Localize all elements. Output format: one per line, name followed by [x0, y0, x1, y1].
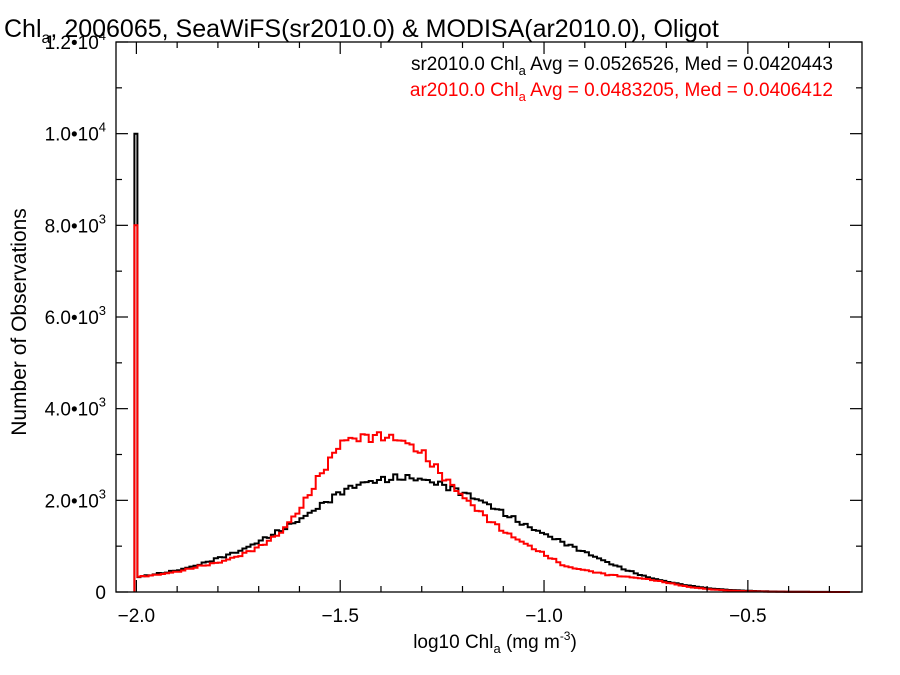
y-tick-label: 1.2•104 [45, 28, 106, 54]
y-tick-label: 0 [95, 583, 106, 604]
x-tick-label: −1.0 [525, 606, 563, 627]
series-line-ar2010.0 [133, 224, 850, 593]
x-tick-label: −2.0 [118, 606, 156, 627]
axes: −2.0 −1.5 −1.0 −0.5 0 2.0•103 4.0•103 6.0•103 8.… [45, 28, 863, 627]
series-line-sr2010.0 [133, 132, 850, 593]
legend-annotations: sr2010.0 Chla Avg = 0.0526526, Med = 0.0… [410, 54, 833, 104]
y-tick-label: 8.0•103 [45, 211, 106, 237]
annotation-stats-2: ar2010.0 Chla Avg = 0.0483205, Med = 0.0… [410, 80, 833, 104]
x-tick-label: −0.5 [729, 606, 767, 627]
y-tick-label: 2.0•103 [45, 486, 106, 512]
x-axis-label: log10 Chla (mg m-3) [413, 629, 577, 656]
x-tick-label: −1.5 [321, 606, 359, 627]
y-tick-label: 1.0•104 [45, 120, 106, 146]
y-axis-label: Number of Observations [8, 208, 31, 436]
plot-area [133, 132, 850, 593]
y-tick-label: 4.0•103 [45, 395, 106, 421]
annotation-stats-1: sr2010.0 Chla Avg = 0.0526526, Med = 0.0… [411, 54, 833, 78]
y-tick-label: 6.0•103 [45, 303, 106, 329]
chart-title: Chla, 2006065, SeaWiFS(sr2010.0) & MODIS… [4, 15, 719, 47]
